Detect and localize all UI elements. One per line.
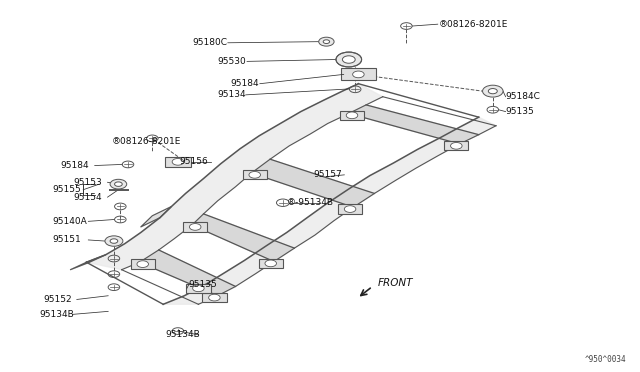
Text: ®08126-8201E: ®08126-8201E (438, 20, 508, 29)
Bar (183, 222, 207, 231)
Circle shape (193, 285, 204, 292)
Circle shape (353, 71, 364, 78)
Text: ®-95134B: ®-95134B (287, 198, 333, 207)
Circle shape (319, 37, 334, 46)
Polygon shape (163, 117, 496, 304)
Text: 95151: 95151 (52, 235, 81, 244)
Text: 95184C: 95184C (506, 92, 540, 101)
Polygon shape (140, 250, 236, 296)
Circle shape (249, 171, 260, 178)
Polygon shape (252, 159, 374, 207)
Polygon shape (192, 214, 294, 262)
Circle shape (346, 112, 358, 119)
Text: 95154: 95154 (74, 193, 102, 202)
Circle shape (110, 179, 127, 189)
Circle shape (115, 182, 122, 186)
Text: 95530: 95530 (218, 57, 246, 66)
Bar (338, 204, 362, 214)
Text: 95184: 95184 (61, 161, 90, 170)
Circle shape (451, 142, 462, 149)
Bar (243, 170, 267, 179)
Circle shape (110, 239, 118, 243)
Text: ^950^0034: ^950^0034 (584, 355, 626, 364)
Text: 95156: 95156 (179, 157, 208, 166)
Circle shape (336, 52, 362, 67)
Circle shape (323, 40, 330, 44)
Text: FRONT: FRONT (378, 279, 413, 288)
Text: 95180C: 95180C (192, 38, 227, 47)
Bar (341, 68, 376, 80)
Bar (444, 141, 468, 150)
Bar (165, 157, 191, 167)
Bar (202, 293, 227, 302)
Circle shape (209, 294, 220, 301)
Text: 95140A: 95140A (52, 217, 87, 226)
Polygon shape (70, 255, 106, 270)
Text: 95153: 95153 (74, 178, 102, 187)
Text: 95134B: 95134B (40, 310, 74, 319)
Bar (131, 260, 155, 269)
Text: 95134: 95134 (218, 90, 246, 99)
Text: 95135: 95135 (189, 280, 218, 289)
Circle shape (137, 261, 148, 267)
Text: 95134B: 95134B (165, 330, 200, 339)
Polygon shape (349, 105, 479, 144)
Text: 95135: 95135 (506, 107, 534, 116)
Circle shape (344, 206, 356, 212)
Circle shape (483, 85, 503, 97)
Text: 95157: 95157 (314, 170, 342, 179)
Circle shape (342, 56, 355, 63)
Text: 95152: 95152 (44, 295, 72, 304)
Bar (340, 111, 364, 120)
Bar (259, 259, 283, 268)
Circle shape (105, 236, 123, 246)
Circle shape (172, 158, 184, 165)
Circle shape (488, 89, 497, 94)
Circle shape (265, 260, 276, 267)
Bar (186, 283, 211, 293)
Text: 95155: 95155 (52, 185, 81, 194)
Polygon shape (141, 206, 172, 227)
Polygon shape (86, 84, 383, 270)
Text: 95184: 95184 (230, 79, 259, 88)
Circle shape (189, 224, 201, 230)
Text: ®08126-8201E: ®08126-8201E (112, 137, 181, 146)
